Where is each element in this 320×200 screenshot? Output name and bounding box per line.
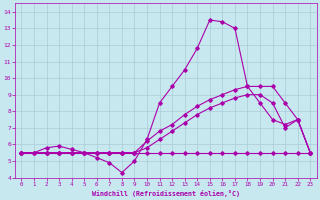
X-axis label: Windchill (Refroidissement éolien,°C): Windchill (Refroidissement éolien,°C) — [92, 190, 240, 197]
